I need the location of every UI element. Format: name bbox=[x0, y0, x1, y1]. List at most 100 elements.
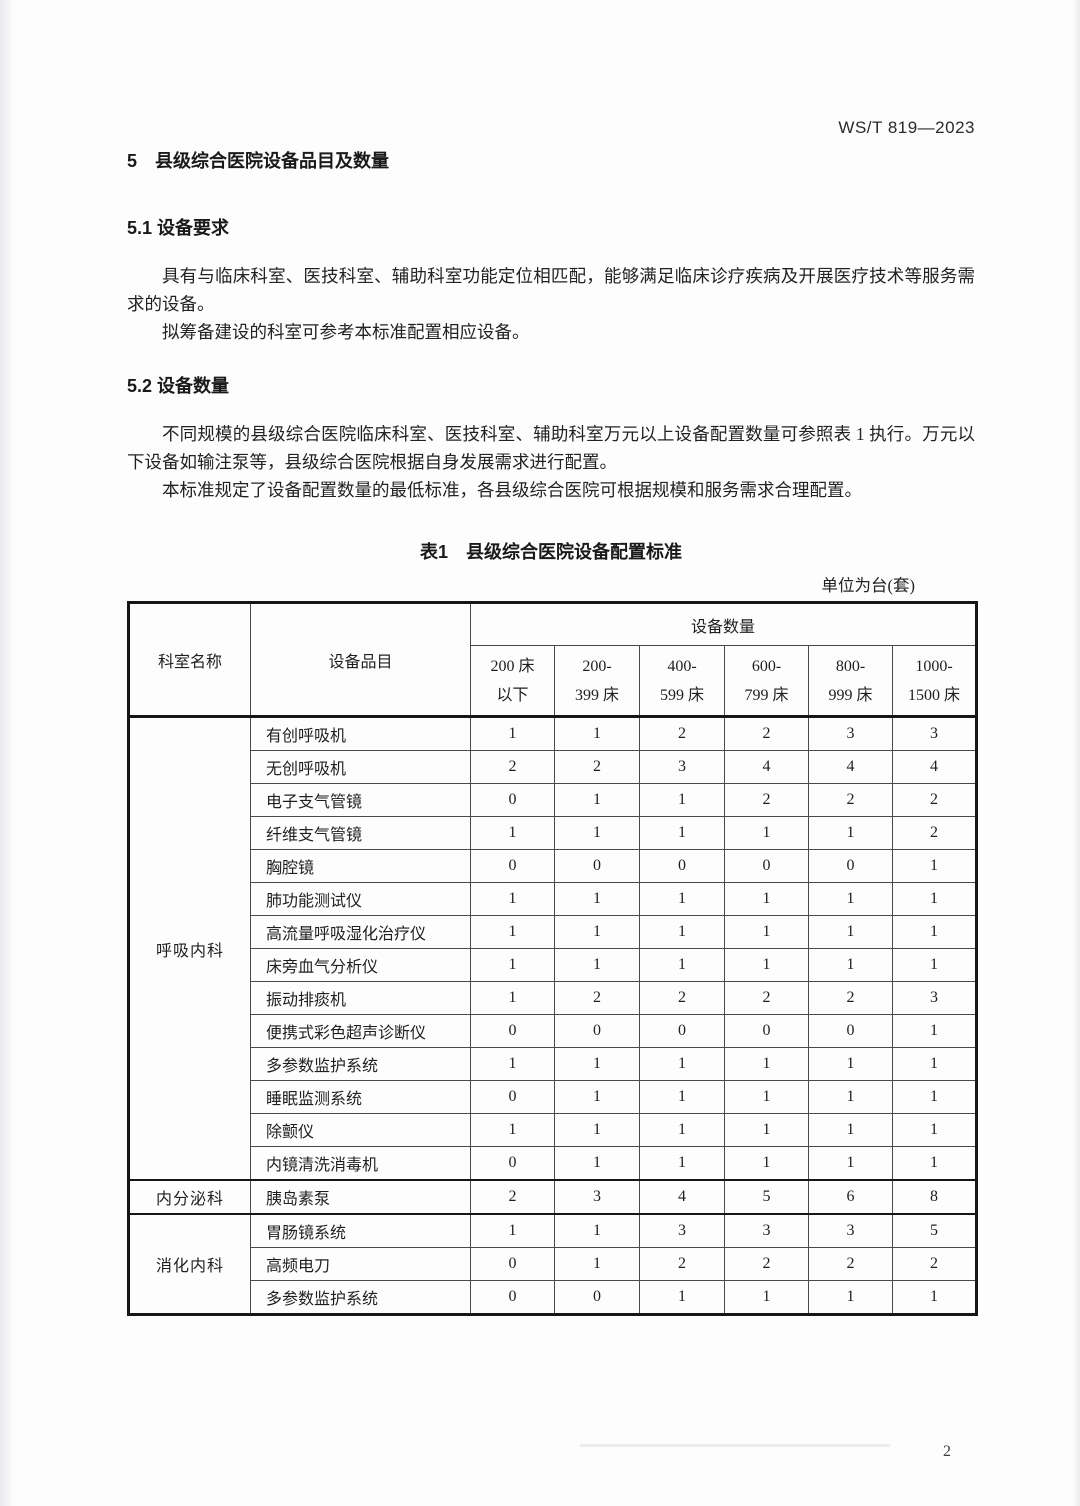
department-cell: 呼吸内科 bbox=[128, 715, 251, 1181]
value-cell: 1 bbox=[554, 1113, 640, 1147]
value-cell: 1 bbox=[639, 1080, 725, 1114]
value-cell: 8 bbox=[891, 1179, 978, 1215]
value-cell: 0 bbox=[724, 1014, 809, 1048]
table-row: 振动排痰机 1 2 2 2 2 3 bbox=[129, 981, 978, 1015]
table-row: 多参数监护系统 1 1 1 1 1 1 bbox=[129, 1047, 978, 1081]
value-cell: 1 bbox=[554, 882, 640, 916]
value-cell: 1 bbox=[554, 783, 640, 817]
value-cell: 1 bbox=[724, 882, 809, 916]
table-row: 无创呼吸机 2 2 3 4 4 4 bbox=[129, 750, 978, 784]
value-cell: 3 bbox=[639, 1213, 725, 1248]
value-cell: 1 bbox=[808, 915, 893, 949]
value-cell: 1 bbox=[808, 1280, 893, 1315]
device-cell: 除颤仪 bbox=[250, 1113, 471, 1147]
table-row: 消化内科 胃肠镜系统 1 1 3 3 3 5 bbox=[128, 1213, 978, 1315]
value-cell: 1 bbox=[724, 1113, 809, 1147]
value-cell: 0 bbox=[470, 1014, 555, 1048]
value-cell: 1 bbox=[639, 882, 725, 916]
department-cell: 内分泌科 bbox=[128, 1179, 251, 1215]
value-cell: 1 bbox=[554, 715, 640, 751]
value-cell: 1 bbox=[554, 948, 640, 982]
equipment-config-table: 科室名称 设备品目 设备数量 200 床以下 200- 399 床 400- 599 床… bbox=[127, 601, 979, 1316]
value-cell: 1 bbox=[891, 882, 978, 916]
value-cell: 1 bbox=[891, 1280, 978, 1315]
value-cell: 2 bbox=[639, 1247, 725, 1281]
value-cell: 0 bbox=[470, 1280, 555, 1315]
value-cell: 3 bbox=[724, 1213, 809, 1248]
value-cell: 0 bbox=[470, 1146, 555, 1181]
value-cell: 4 bbox=[639, 1179, 725, 1215]
value-cell: 1 bbox=[470, 981, 555, 1015]
value-cell: 6 bbox=[808, 1179, 893, 1215]
value-cell: 1 bbox=[891, 1146, 978, 1181]
value-cell: 1 bbox=[724, 1080, 809, 1114]
value-cell: 1 bbox=[724, 948, 809, 982]
value-cell: 0 bbox=[554, 849, 640, 883]
value-cell: 0 bbox=[808, 1014, 893, 1048]
value-cell: 4 bbox=[891, 750, 978, 784]
table-row: 多参数监护系统 0 0 1 1 1 1 bbox=[129, 1280, 978, 1315]
table-row: 高流量呼吸湿化治疗仪 1 1 1 1 1 1 bbox=[129, 915, 978, 949]
value-cell: 0 bbox=[470, 1080, 555, 1114]
value-cell: 0 bbox=[554, 1014, 640, 1048]
value-cell: 1 bbox=[554, 1247, 640, 1281]
table-row: 呼吸内科 有创呼吸机 1 1 2 2 3 3 bbox=[128, 715, 978, 1181]
value-cell: 1 bbox=[891, 1047, 978, 1081]
value-cell: 2 bbox=[554, 750, 640, 784]
device-cell: 便携式彩色超声诊断仪 bbox=[250, 1014, 471, 1048]
document-code: WS/T 819—2023 bbox=[838, 118, 975, 137]
value-cell: 2 bbox=[808, 1247, 893, 1281]
value-cell: 1 bbox=[639, 915, 725, 949]
value-cell: 1 bbox=[639, 816, 725, 850]
value-cell: 1 bbox=[724, 816, 809, 850]
section-5-1-heading: 5.1 设备要求 bbox=[127, 218, 230, 238]
section-5-heading: 5 县级综合医院设备品目及数量 bbox=[127, 151, 390, 171]
table-row: 胸腔镜 0 0 0 0 0 1 bbox=[129, 849, 978, 883]
device-cell: 多参数监护系统 bbox=[250, 1047, 471, 1081]
department-cell: 消化内科 bbox=[128, 1213, 251, 1315]
page-number: 2 bbox=[943, 1443, 951, 1460]
device-cell: 高流量呼吸湿化治疗仪 bbox=[250, 915, 471, 949]
value-cell: 1 bbox=[639, 948, 725, 982]
value-cell: 3 bbox=[554, 1179, 640, 1215]
table-header: 科室名称 设备品目 设备数量 200 床以下 200- 399 床 400- 599 床… bbox=[128, 602, 978, 718]
value-cell: 1 bbox=[724, 1280, 809, 1315]
value-cell: 0 bbox=[470, 849, 555, 883]
device-cell: 多参数监护系统 bbox=[250, 1280, 471, 1315]
table-row: 肺功能测试仪 1 1 1 1 1 1 bbox=[129, 882, 978, 916]
value-cell: 0 bbox=[470, 783, 555, 817]
table-header-row-2: 200 床以下 200- 399 床 400- 599 床 600- 799 床 800- 99… bbox=[129, 645, 978, 718]
value-cell: 1 bbox=[891, 1113, 978, 1147]
table-row: 高频电刀 0 1 2 2 2 2 bbox=[129, 1247, 978, 1281]
value-cell: 0 bbox=[724, 849, 809, 883]
value-cell: 1 bbox=[891, 1080, 978, 1114]
device-cell: 无创呼吸机 bbox=[250, 750, 471, 784]
scan-edge-right bbox=[1072, 0, 1080, 1506]
value-cell: 1 bbox=[554, 915, 640, 949]
section-5-2-heading: 5.2 设备数量 bbox=[127, 376, 230, 396]
value-cell: 2 bbox=[808, 981, 893, 1015]
value-cell: 2 bbox=[470, 750, 555, 784]
page-content: WS/T 819—2023 5 县级综合医院设备品目及数量 5.1 设备要求 具… bbox=[127, 0, 979, 1461]
table-row: 纤维支气管镜 1 1 1 1 1 2 bbox=[129, 816, 978, 850]
device-cell: 纤维支气管镜 bbox=[250, 816, 471, 850]
value-cell: 3 bbox=[808, 1213, 893, 1248]
column-header-quantity-group: 设备数量 bbox=[469, 602, 978, 646]
table-unit-note: 单位为台(套) bbox=[821, 576, 916, 595]
device-cell: 胃肠镜系统 bbox=[250, 1213, 471, 1248]
value-cell: 0 bbox=[470, 1247, 555, 1281]
value-cell: 1 bbox=[639, 783, 725, 817]
value-cell: 2 bbox=[724, 981, 809, 1015]
device-cell: 内镜清洗消毒机 bbox=[250, 1146, 471, 1181]
device-cell: 睡眠监测系统 bbox=[250, 1080, 471, 1114]
table-row: 便携式彩色超声诊断仪 0 0 0 0 0 1 bbox=[129, 1014, 978, 1048]
column-header-device: 设备品目 bbox=[250, 602, 471, 718]
value-cell: 1 bbox=[470, 1113, 555, 1147]
value-cell: 5 bbox=[891, 1213, 978, 1248]
value-cell: 1 bbox=[470, 715, 555, 751]
value-cell: 1 bbox=[554, 1047, 640, 1081]
section-5-1-paragraph-2: 拟筹备建设的科室可参考本标准配置相应设备。 bbox=[162, 322, 530, 342]
value-cell: 3 bbox=[639, 750, 725, 784]
column-header-bed-range: 800- 999 床 bbox=[808, 645, 893, 718]
value-cell: 1 bbox=[808, 816, 893, 850]
